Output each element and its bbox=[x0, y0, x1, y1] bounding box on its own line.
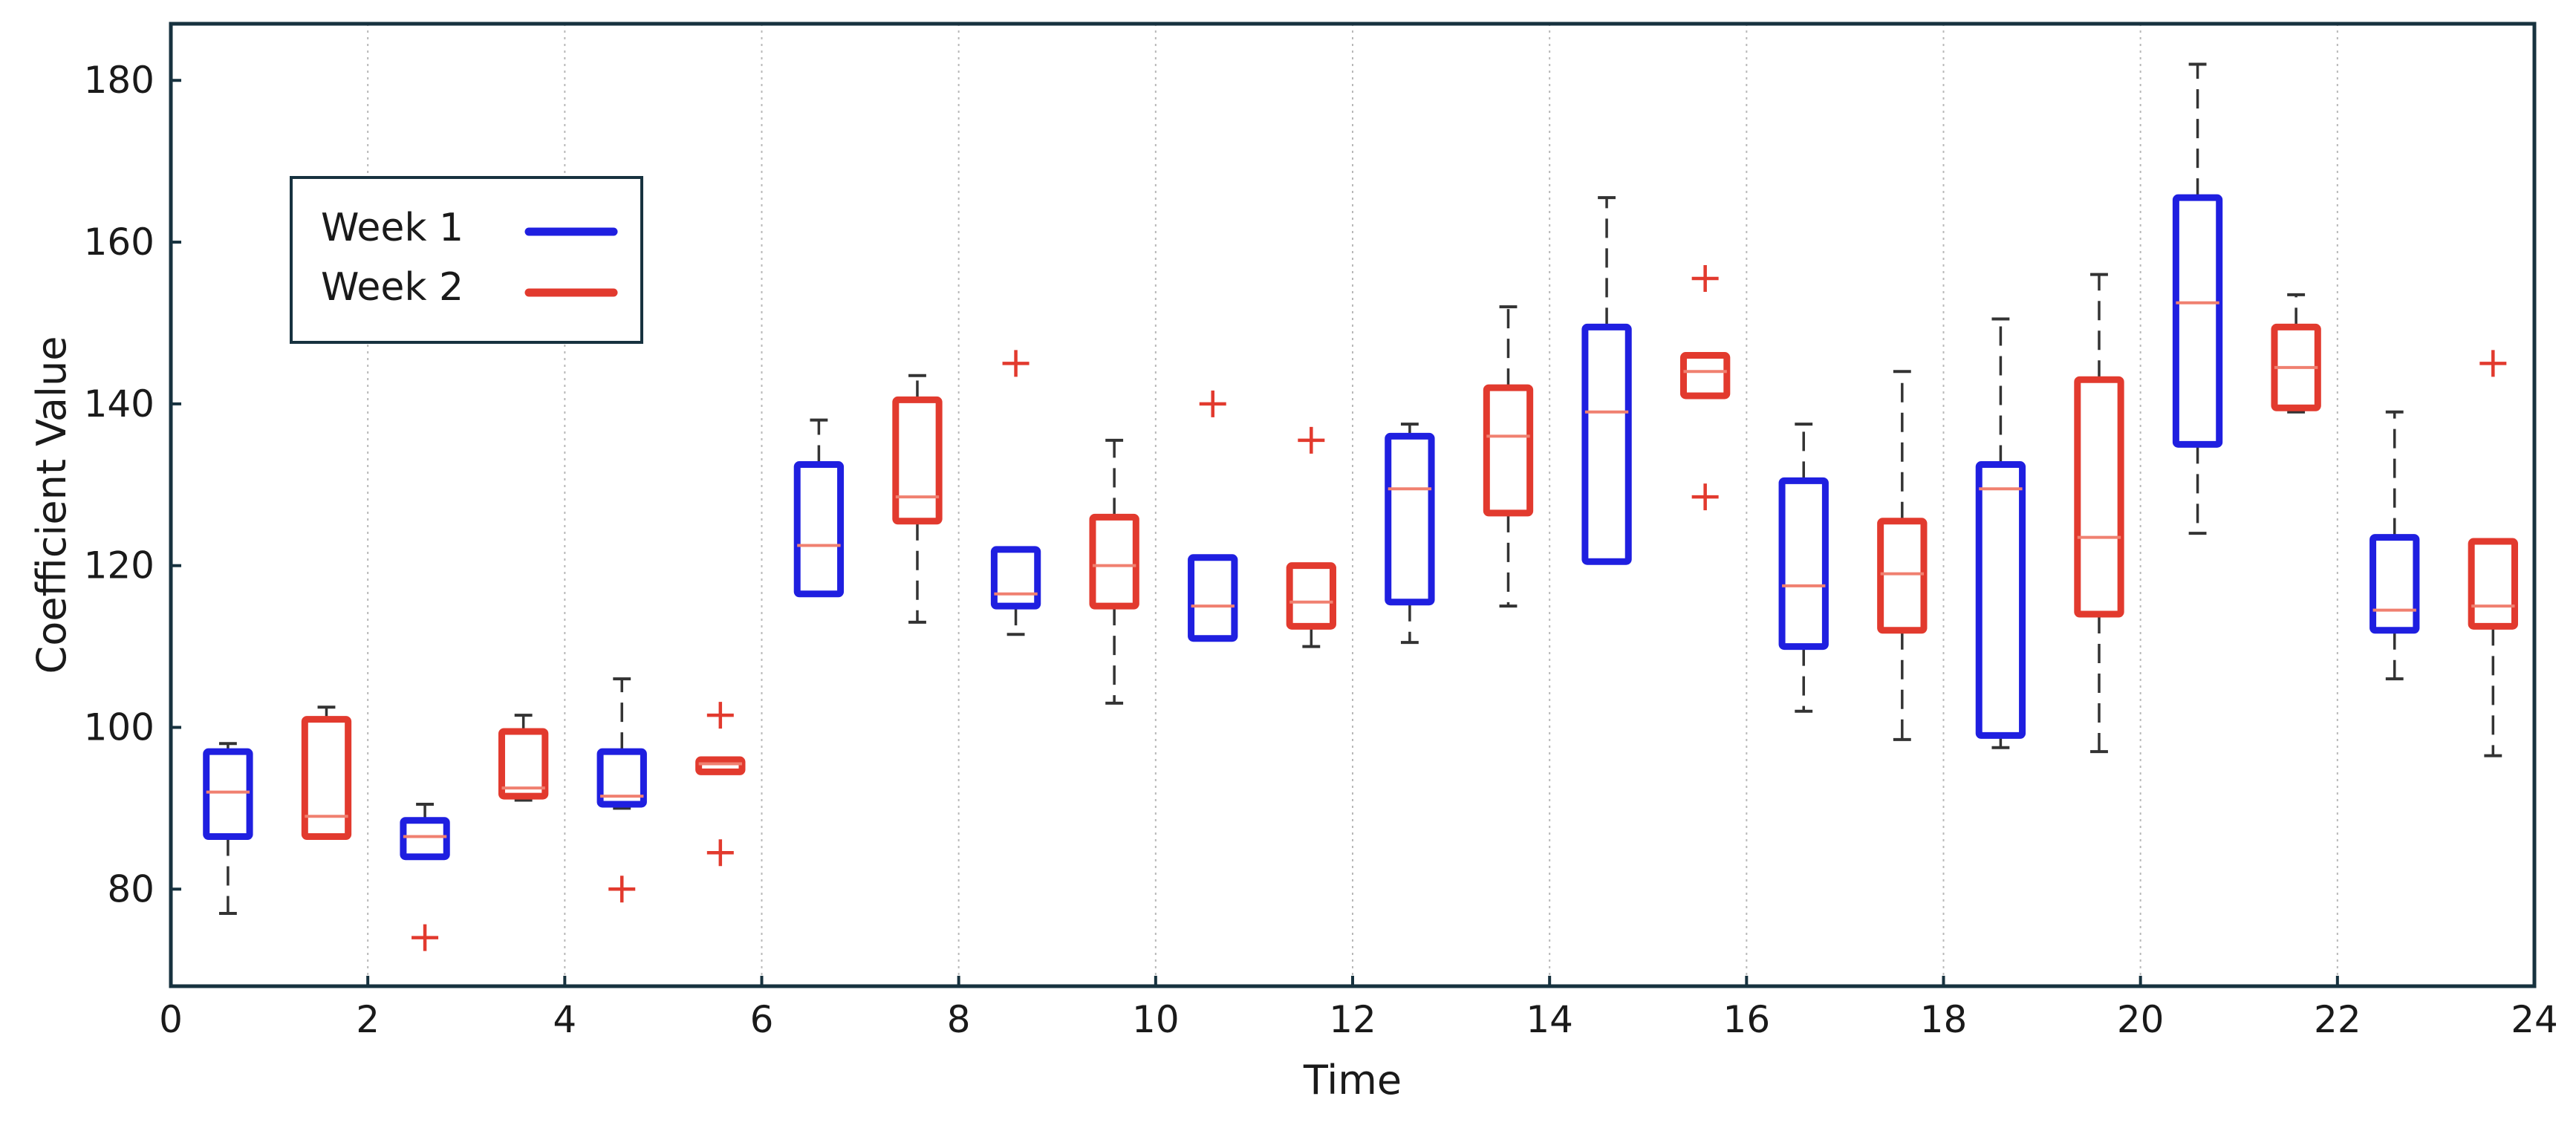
box-body bbox=[990, 546, 1041, 610]
x-tick-label: 20 bbox=[2117, 998, 2164, 1041]
box-body bbox=[2074, 376, 2124, 618]
box-2-9 bbox=[2074, 273, 2124, 754]
outlier-marker bbox=[706, 839, 734, 867]
box-body bbox=[1679, 352, 1731, 400]
outlier-marker bbox=[412, 924, 439, 951]
box-1-4 bbox=[990, 546, 1041, 636]
x-tick-label: 22 bbox=[2314, 998, 2361, 1041]
series-week-1 bbox=[203, 62, 2420, 915]
box-1-1 bbox=[400, 802, 450, 861]
grid-lines bbox=[367, 24, 2338, 986]
x-tick-label: 2 bbox=[356, 998, 380, 1041]
box-2-2 bbox=[695, 702, 746, 867]
outlier-marker bbox=[1691, 265, 1719, 293]
legend-box bbox=[290, 176, 643, 344]
box-2-0 bbox=[301, 705, 352, 841]
box-body bbox=[498, 728, 549, 800]
box-2-6 bbox=[1483, 305, 1534, 608]
box-body bbox=[1286, 562, 1336, 630]
x-axis-label: Time bbox=[1303, 1057, 1402, 1104]
box-plot-series bbox=[203, 62, 2518, 915]
box-1-3 bbox=[793, 418, 845, 598]
outlier-marker bbox=[1691, 483, 1719, 511]
box-body bbox=[301, 716, 352, 841]
y-tick-label: 100 bbox=[84, 705, 155, 749]
box-2-4 bbox=[1089, 438, 1139, 705]
outlier-marker bbox=[608, 876, 636, 903]
x-tick-label: 18 bbox=[1920, 998, 1968, 1041]
outlier-markers bbox=[412, 350, 2507, 951]
box-body bbox=[2468, 538, 2518, 630]
box-body bbox=[1877, 518, 1928, 634]
x-tick-label: 4 bbox=[553, 998, 576, 1041]
box-2-5 bbox=[1286, 562, 1336, 648]
legend: Week 1 Week 2 bbox=[290, 176, 643, 344]
box-body bbox=[892, 396, 943, 525]
box-2-1 bbox=[498, 714, 549, 802]
x-tick-label: 16 bbox=[1723, 998, 1771, 1041]
box-body bbox=[1483, 384, 1534, 517]
outlier-marker bbox=[1298, 426, 1325, 454]
box-1-6 bbox=[1385, 423, 1435, 645]
box-1-8 bbox=[1778, 423, 1829, 713]
x-tick-label: 14 bbox=[1526, 998, 1573, 1041]
series-week-2 bbox=[301, 265, 2518, 867]
box-body bbox=[203, 748, 253, 841]
y-tick-label: 120 bbox=[84, 544, 155, 587]
y-tick-label: 160 bbox=[84, 221, 155, 264]
box-body bbox=[1975, 461, 2026, 739]
box-1-0 bbox=[203, 742, 253, 915]
x-tick-label: 24 bbox=[2511, 998, 2558, 1041]
legend-label-week-2: Week 2 bbox=[321, 265, 464, 310]
y-tick-label: 80 bbox=[107, 867, 155, 910]
x-tick-label: 10 bbox=[1132, 998, 1180, 1041]
box-2-7 bbox=[1679, 265, 1731, 511]
box-body bbox=[1778, 477, 1829, 651]
x-tick-label: 12 bbox=[1329, 998, 1376, 1041]
box-2-8 bbox=[1877, 370, 1928, 741]
box-body bbox=[1188, 554, 1238, 642]
box-2-11 bbox=[2468, 538, 2518, 757]
box-1-9 bbox=[1975, 317, 2026, 749]
box-body bbox=[1089, 513, 1139, 610]
box-1-11 bbox=[2370, 410, 2420, 681]
legend-label-week-1: Week 1 bbox=[321, 206, 464, 250]
outlier-marker bbox=[2479, 350, 2507, 377]
box-1-2 bbox=[596, 677, 647, 810]
box-body bbox=[2172, 194, 2223, 448]
box-1-10 bbox=[2172, 62, 2223, 535]
x-tick-label: 6 bbox=[750, 998, 774, 1041]
box-1-7 bbox=[1581, 196, 1632, 565]
outlier-marker bbox=[1002, 350, 1030, 377]
x-tick-label: 8 bbox=[947, 998, 971, 1041]
x-tick-label: 0 bbox=[159, 998, 183, 1041]
box-body bbox=[695, 756, 746, 775]
y-tick-label: 180 bbox=[84, 59, 155, 102]
box-1-5 bbox=[1188, 554, 1238, 642]
box-2-10 bbox=[2271, 293, 2321, 414]
outlier-marker bbox=[1199, 390, 1226, 417]
outlier-marker bbox=[706, 702, 734, 729]
box-body bbox=[793, 461, 845, 598]
box-2-3 bbox=[892, 374, 943, 624]
box-body bbox=[400, 817, 450, 861]
box-body bbox=[596, 748, 647, 808]
y-axis-label: Coefficient Value bbox=[28, 336, 75, 674]
y-tick-label: 140 bbox=[84, 382, 155, 426]
box-body bbox=[2370, 534, 2420, 634]
box-body bbox=[1581, 323, 1632, 565]
box-body bbox=[1385, 432, 1435, 606]
